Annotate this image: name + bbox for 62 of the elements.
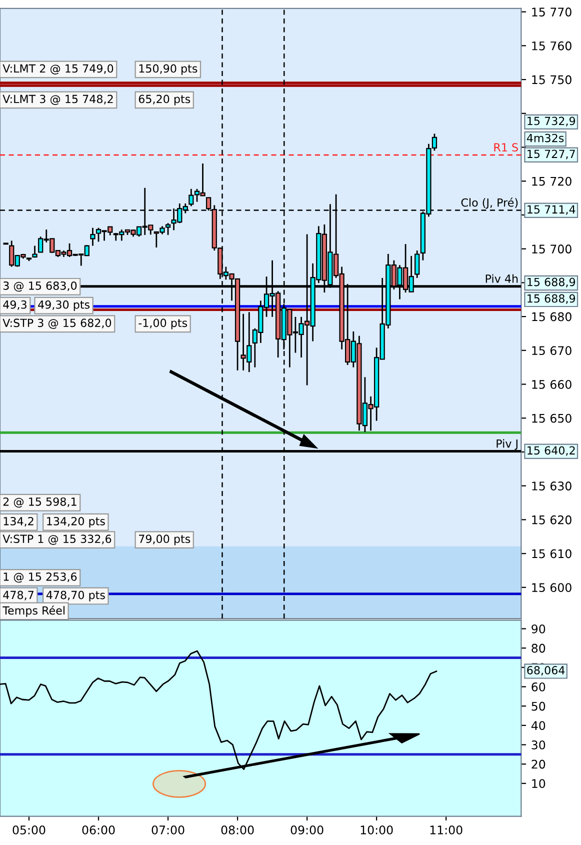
annotation: 49,3 [3,300,26,310]
y-tick-label: 50 [532,702,546,711]
y-tick-label: 15 760 [532,41,572,50]
annotation: 478,70 pts [46,590,105,602]
annotation: 2 @ 15 598,1 [3,497,76,508]
candlestick [90,227,96,246]
ref-line-label: Piv J [496,439,518,450]
text: 15 711,4 [528,205,576,215]
y-tick-label: 15 660 [532,380,572,389]
annotation: 79,00 pts [139,534,190,546]
annotation: V:LMT 2 @ 15 749,0 [2,64,114,74]
annotation: 65,20 pts [138,94,190,106]
annotation: 3 @ 15 683,0 [3,281,77,292]
y-tick-label: 30 [532,740,546,750]
annotation: 1 @ 15 253,6 [4,572,77,583]
annotation: 134,2 [4,516,34,527]
x-tick-label: 05:00 [12,826,46,834]
text: 15 688,9 [528,294,576,304]
y-tick-label: 15 610 [532,549,572,558]
y-tick-label: 15 720 [532,176,572,186]
ref-line-label: Piv 4h [486,274,518,283]
y-tick-label: 15 750 [532,75,572,84]
y-tick-label: 15 650 [532,414,572,423]
annotation: V:LMT 3 @ 15 748,2 [2,94,113,105]
y-tick-label: 15 700 [532,244,572,254]
y-tick-label: 15 680 [532,312,572,322]
y-tick-label: 60 [532,682,546,692]
y-tick-label: 20 [532,760,546,769]
x-tick-label: 11:00 [430,826,462,834]
text: 15 640,2 [528,446,575,456]
annotation: -1,00 pts [138,318,188,330]
y-tick-label: 90 [532,624,546,634]
annotation: 49,30 pts [38,300,90,311]
text: 15 732,9 [528,116,576,126]
annotation: 134,20 pts [47,516,105,528]
y-tick-label: 10 [532,779,546,788]
annotation: 150,90 pts [139,64,198,75]
candlestick [188,188,194,207]
y-tick-label: 15 670 [532,346,572,356]
text: 68,064 [527,666,565,676]
annotation: 478,7 [3,590,34,600]
x-tick-label: 09:00 [290,826,324,834]
y-tick-label: 80 [532,644,546,653]
x-tick-label: 07:00 [152,826,184,834]
x-tick-label: 08:00 [221,826,254,834]
ref-line-label: R1 S [494,143,518,152]
x-tick-label: 06:00 [82,826,115,834]
y-tick-label: 15 770 [532,8,572,16]
y-tick-label: 40 [531,721,546,730]
text: 4m32s [526,134,564,142]
candlestick [165,222,171,236]
candlestick [414,250,420,279]
annotation: Temps Réel [2,606,64,617]
y-tick-label: 15 620 [532,515,572,524]
text: 15 727,7 [528,150,575,160]
y-tick-label: 15 600 [532,583,572,592]
annotation: V:STP 3 @ 15 682,0 [2,318,112,329]
y-tick-label: 15 630 [532,482,572,490]
x-tick-label: 10:00 [360,826,393,834]
text: 15 688,9 [528,278,576,288]
annotation: V:STP 1 @ 15 332,6 [2,534,112,545]
ref-line-label: Clo (J, Pré) [461,198,518,209]
